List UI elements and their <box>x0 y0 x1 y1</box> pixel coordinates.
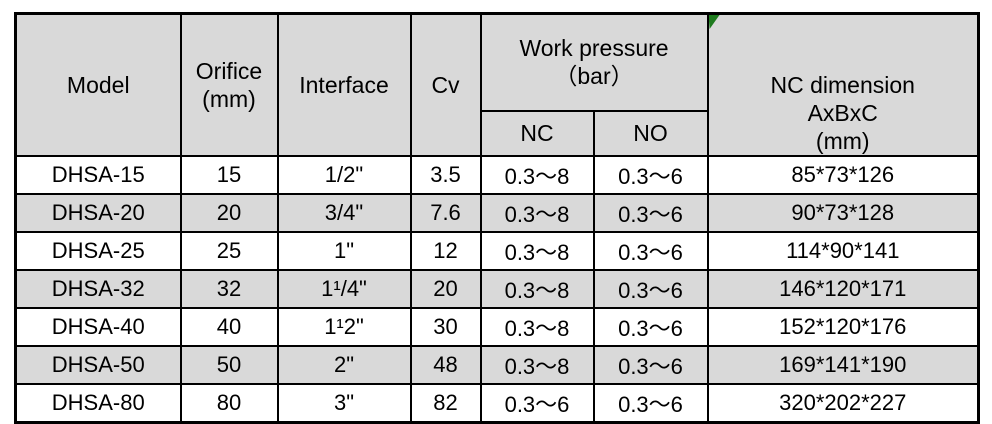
cell-dimension: 90*73*128 <box>706 193 980 234</box>
cell-no: 0.3～6 <box>592 155 709 196</box>
cell-cv: 82 <box>409 383 482 424</box>
cell-no: 0.3～6 <box>592 231 709 272</box>
datasheet-table-container: Model Orifice (mm) Interface Cv Work pre… <box>14 12 980 424</box>
cell-nc: 0.3～8 <box>479 193 595 234</box>
table-row: DHSA-25 25 1" 12 0.3～8 0.3～6 114*90*141 <box>14 231 980 272</box>
spec-table: Model Orifice (mm) Interface Cv Work pre… <box>14 12 980 424</box>
cell-model: DHSA-50 <box>14 345 182 386</box>
cell-nc: 0.3～8 <box>479 269 595 310</box>
table-row: DHSA-40 40 1¹2" 30 0.3～8 0.3～6 152*120*176 <box>14 307 980 348</box>
header-cv: Cv <box>409 12 482 158</box>
header-nc-dimension: NC dimension AxBxC (mm) <box>706 12 980 158</box>
cell-cv: 3.5 <box>409 155 482 196</box>
header-model: Model <box>14 12 182 158</box>
cell-no: 0.3～6 <box>592 307 709 348</box>
cell-model: DHSA-15 <box>14 155 182 196</box>
cell-model: DHSA-32 <box>14 269 182 310</box>
table-row: DHSA-50 50 2" 48 0.3～8 0.3～6 169*141*190 <box>14 345 980 386</box>
cell-dimension: 152*120*176 <box>706 307 980 348</box>
cell-dimension: 146*120*171 <box>706 269 980 310</box>
cell-cv: 7.6 <box>409 193 482 234</box>
cell-cv: 12 <box>409 231 482 272</box>
header-work-pressure: Work pressure （bar） <box>479 12 709 112</box>
cell-interface: 1¹/4" <box>276 269 412 310</box>
header-row-main: Model Orifice (mm) Interface Cv Work pre… <box>14 12 980 158</box>
table-row: DHSA-80 80 3" 82 0.3～6 0.3～6 320*202*227 <box>14 383 980 424</box>
header-orifice: Orifice (mm) <box>179 12 279 158</box>
cell-no: 0.3～6 <box>592 345 709 386</box>
cell-orifice: 80 <box>179 383 279 424</box>
header-interface: Interface <box>276 12 412 158</box>
cell-model: DHSA-40 <box>14 307 182 348</box>
cell-cv: 48 <box>409 345 482 386</box>
cell-interface: 3" <box>276 383 412 424</box>
table-row: DHSA-15 15 1/2" 3.5 0.3～8 0.3～6 85*73*126 <box>14 155 980 196</box>
cell-model: DHSA-25 <box>14 231 182 272</box>
table-row: DHSA-32 32 1¹/4" 20 0.3～8 0.3～6 146*120*171 <box>14 269 980 310</box>
cell-dimension: 114*90*141 <box>706 231 980 272</box>
table-row: DHSA-20 20 3/4" 7.6 0.3～8 0.3～6 90*73*128 <box>14 193 980 234</box>
cell-model: DHSA-20 <box>14 193 182 234</box>
cell-interface: 1" <box>276 231 412 272</box>
header-no: NO <box>592 109 709 158</box>
cell-interface: 1¹2" <box>276 307 412 348</box>
cell-no: 0.3～6 <box>592 383 709 424</box>
cell-interface: 2" <box>276 345 412 386</box>
cell-orifice: 20 <box>179 193 279 234</box>
header-nc-dimension-label: NC dimension AxBxC (mm) <box>770 72 915 155</box>
cell-orifice: 32 <box>179 269 279 310</box>
cell-nc: 0.3～8 <box>479 345 595 386</box>
cell-orifice: 25 <box>179 231 279 272</box>
cell-no: 0.3～6 <box>592 269 709 310</box>
cell-nc: 0.3～8 <box>479 231 595 272</box>
cell-nc: 0.3～8 <box>479 307 595 348</box>
cell-orifice: 50 <box>179 345 279 386</box>
cell-cv: 20 <box>409 269 482 310</box>
cell-model: DHSA-80 <box>14 383 182 424</box>
cell-nc: 0.3～8 <box>479 155 595 196</box>
header-row-sub: NC NO <box>16 109 979 158</box>
cell-orifice: 40 <box>179 307 279 348</box>
cell-dimension: 169*141*190 <box>706 345 980 386</box>
cell-nc: 0.3～6 <box>479 383 595 424</box>
excel-error-marker-icon <box>709 15 720 29</box>
cell-cv: 30 <box>409 307 482 348</box>
header-nc: NC <box>479 109 595 158</box>
cell-orifice: 15 <box>179 155 279 196</box>
cell-no: 0.3～6 <box>592 193 709 234</box>
cell-dimension: 85*73*126 <box>706 155 980 196</box>
cell-interface: 1/2" <box>276 155 412 196</box>
cell-dimension: 320*202*227 <box>706 383 980 424</box>
cell-interface: 3/4" <box>276 193 412 234</box>
